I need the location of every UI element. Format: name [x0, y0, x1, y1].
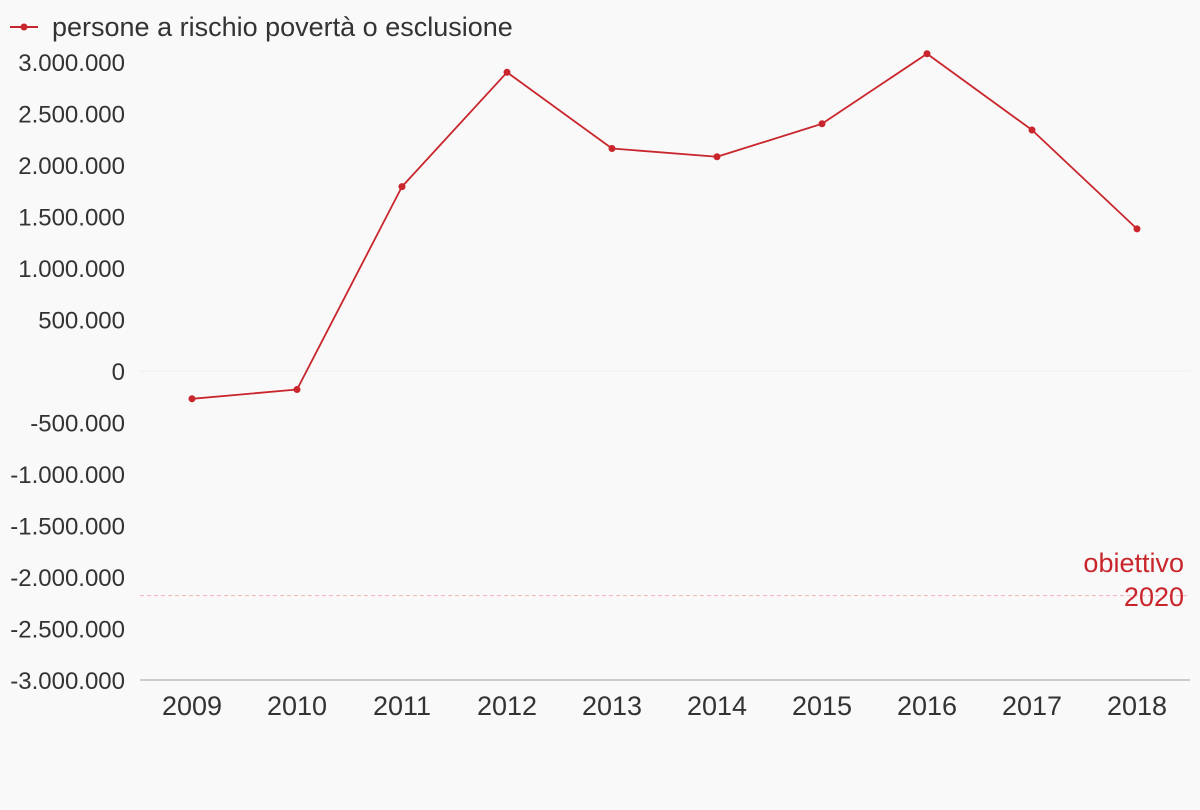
y-tick-label: 500.000	[38, 308, 125, 335]
y-tick-label: 3.000.000	[18, 50, 125, 77]
y-tick-label: 2.500.000	[18, 102, 125, 129]
target-label: obiettivo	[1083, 548, 1184, 578]
data-point	[608, 145, 616, 153]
y-tick-label: -2.000.000	[10, 565, 125, 592]
y-tick-label: -500.000	[30, 411, 125, 438]
x-tick-label: 2017	[1002, 691, 1062, 721]
data-point	[1028, 126, 1036, 134]
series-line	[191, 52, 1138, 400]
legend-label: persone a rischio povertà o esclusione	[52, 12, 513, 42]
chart-legend: persone a rischio povertà o esclusione	[10, 10, 513, 44]
data-point	[398, 183, 406, 191]
x-tick-label: 2014	[687, 691, 747, 721]
x-tick-label: 2011	[373, 691, 431, 721]
data-point	[713, 153, 721, 161]
x-tick-label: 2012	[477, 691, 537, 721]
y-tick-label: -1.000.000	[10, 462, 125, 489]
data-point	[923, 50, 931, 58]
data-point	[188, 395, 196, 403]
y-tick-label: -2.500.000	[10, 617, 125, 644]
data-point	[818, 120, 826, 128]
x-tick-label: 2018	[1107, 691, 1167, 721]
y-tick-label: -1.500.000	[10, 514, 125, 541]
y-tick-label: 1.000.000	[18, 256, 125, 283]
x-tick-label: 2009	[162, 691, 222, 721]
x-tick-label: 2015	[792, 691, 852, 721]
data-point	[503, 68, 511, 76]
y-tick-label: 0	[112, 359, 125, 386]
x-tick-label: 2016	[897, 691, 957, 721]
y-tick-label: -3.000.000	[10, 668, 125, 695]
target-label: 2020	[1124, 582, 1184, 612]
data-point	[1133, 225, 1141, 233]
legend-line-marker-icon	[10, 23, 38, 31]
y-tick-label: 2.000.000	[18, 153, 125, 180]
data-point	[293, 386, 301, 394]
x-tick-label: 2010	[267, 691, 327, 721]
x-tick-label: 2013	[582, 691, 642, 721]
y-tick-label: 1.500.000	[18, 205, 125, 232]
